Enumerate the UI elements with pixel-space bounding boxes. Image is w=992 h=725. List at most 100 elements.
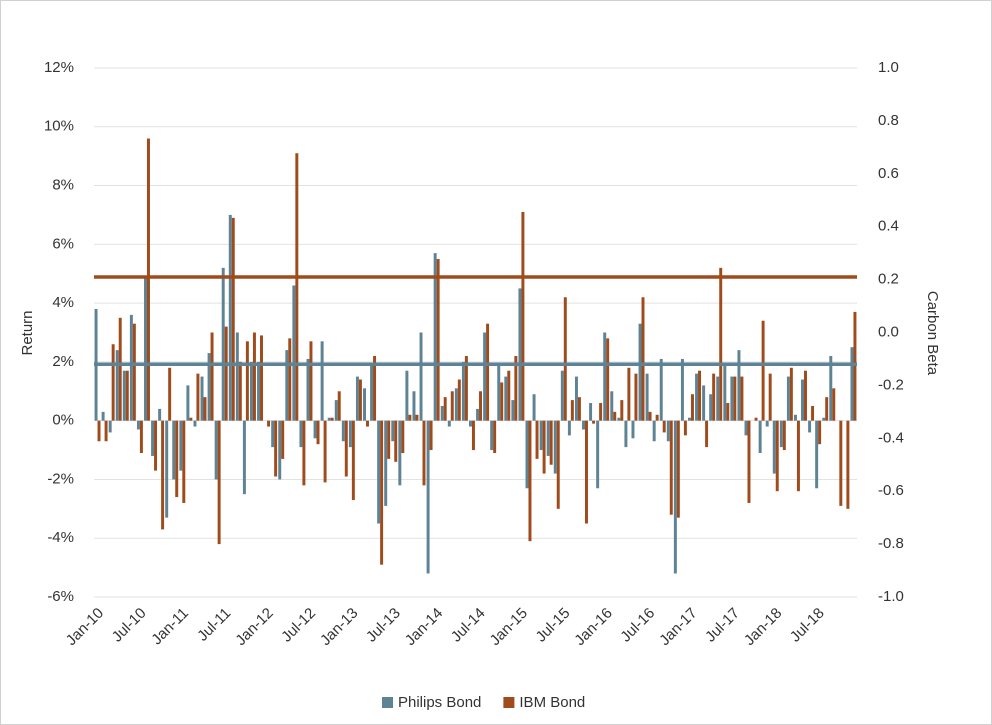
bar — [377, 420, 381, 524]
y-tick-label: 4% — [52, 294, 74, 311]
bar — [772, 420, 776, 474]
bar — [179, 420, 183, 471]
y2-tick-label: -0.2 — [878, 376, 904, 393]
bar — [161, 420, 165, 530]
bar — [101, 411, 105, 421]
y2-tick-label: -1.0 — [878, 588, 904, 605]
bar — [673, 420, 677, 574]
bar — [528, 420, 532, 542]
bar — [450, 391, 454, 421]
bar — [535, 420, 539, 459]
bar — [574, 376, 578, 421]
bar — [196, 373, 200, 421]
bar — [786, 376, 790, 421]
bar — [214, 420, 218, 480]
y-tick-label: 10% — [44, 118, 74, 135]
bar — [252, 332, 256, 421]
bar — [295, 153, 299, 421]
legend-swatch — [503, 697, 515, 708]
bar — [556, 420, 560, 509]
bar — [245, 341, 249, 421]
bar — [796, 420, 800, 492]
bar — [175, 420, 179, 498]
bar — [592, 420, 596, 424]
bar — [666, 420, 670, 442]
bar — [620, 400, 624, 421]
bar — [570, 400, 574, 421]
bar — [479, 391, 482, 421]
bar — [316, 420, 320, 445]
bar — [469, 420, 472, 427]
bar — [567, 420, 571, 436]
bar — [193, 420, 197, 427]
bar — [313, 420, 317, 439]
bar — [267, 420, 271, 427]
bar — [136, 420, 140, 430]
bar — [144, 276, 147, 421]
bar — [631, 420, 635, 439]
bar — [511, 400, 515, 421]
bar — [292, 285, 296, 421]
bar — [702, 385, 706, 421]
bar — [659, 358, 663, 421]
bar — [154, 420, 158, 471]
bar — [327, 417, 331, 421]
bar — [542, 420, 546, 474]
bar — [493, 420, 497, 453]
bar — [603, 332, 607, 421]
bar — [203, 397, 207, 421]
bar — [655, 414, 659, 421]
bar — [231, 217, 235, 421]
bar — [412, 391, 416, 421]
bar — [825, 397, 829, 421]
y2-tick-label: 0.2 — [878, 271, 899, 288]
bar — [260, 335, 263, 421]
bar — [363, 388, 366, 421]
y-tick-label: 12% — [44, 59, 74, 76]
bar — [104, 420, 108, 442]
y-tick-label: 2% — [52, 353, 74, 370]
bar — [518, 288, 522, 421]
bar — [387, 420, 391, 459]
legend-label: Philips Bond — [398, 694, 481, 711]
bar — [207, 353, 211, 421]
bar — [726, 403, 730, 421]
bar — [716, 376, 720, 421]
legend-label: IBM Bond — [519, 694, 585, 711]
bar — [782, 420, 786, 451]
bar — [200, 376, 204, 421]
bar — [811, 405, 815, 421]
bar — [341, 420, 345, 442]
bar — [627, 367, 631, 421]
y-tick-label: 6% — [52, 235, 74, 252]
bar — [217, 420, 221, 545]
bar — [224, 326, 228, 421]
bar — [695, 373, 699, 421]
bar — [596, 420, 600, 489]
bar — [761, 320, 765, 421]
bar — [641, 297, 645, 421]
bar — [235, 332, 239, 421]
bar — [228, 214, 232, 421]
bar — [839, 420, 843, 506]
bar — [323, 420, 327, 483]
bar — [747, 420, 751, 503]
bar — [334, 400, 338, 421]
y-tick-label: 0% — [52, 412, 74, 429]
bar — [532, 394, 536, 421]
legend-swatch — [382, 697, 393, 708]
bar — [754, 417, 758, 421]
bar — [853, 311, 857, 421]
bar — [132, 323, 136, 421]
bar — [111, 344, 115, 421]
bar — [737, 350, 741, 421]
bar — [577, 397, 581, 421]
bar — [419, 332, 423, 421]
bar — [662, 420, 666, 433]
bar — [278, 420, 282, 480]
bar — [719, 267, 723, 421]
bar — [168, 367, 172, 421]
bar — [320, 341, 324, 421]
bar — [789, 367, 793, 421]
